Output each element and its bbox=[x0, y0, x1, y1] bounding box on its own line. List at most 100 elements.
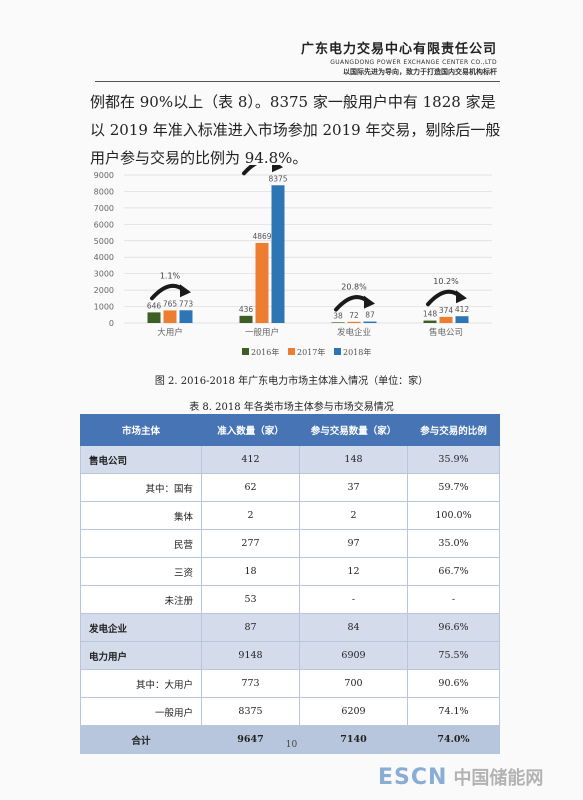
bar bbox=[271, 185, 285, 323]
cell-participating: 6909 bbox=[299, 641, 408, 670]
growth-label: 10.2% bbox=[433, 277, 459, 286]
cell-ratio: 96.6% bbox=[407, 613, 500, 642]
cell-ratio: 74.1% bbox=[407, 697, 500, 726]
legend-label: 2017年 bbox=[297, 347, 325, 357]
bar-value-label: 374 bbox=[439, 306, 454, 315]
table-row: 发电企业 87 84 96.6% bbox=[80, 613, 500, 642]
x-tick-label: 一般用户 bbox=[245, 327, 279, 338]
x-tick-label: 售电公司 bbox=[429, 327, 463, 338]
bar bbox=[255, 242, 269, 323]
cell-entity: 售电公司 bbox=[80, 445, 202, 474]
table-row: 售电公司 412 148 35.9% bbox=[80, 445, 500, 474]
x-tick-label: 发电企业 bbox=[337, 327, 371, 338]
cell-ratio: 100.0% bbox=[407, 501, 500, 530]
y-tick-label: 3000 bbox=[94, 270, 114, 279]
cell-participating: 37 bbox=[299, 473, 408, 502]
table-row: 未注册 53- - bbox=[80, 585, 500, 614]
cell-admitted: 62 bbox=[201, 473, 300, 502]
bar-value-label: 38 bbox=[333, 311, 343, 320]
cell-participating: 97 bbox=[299, 529, 408, 558]
page-number: 10 bbox=[285, 740, 298, 750]
watermark-site: 中国储能网 bbox=[453, 768, 544, 789]
cell-admitted: 773 bbox=[201, 669, 300, 698]
bar bbox=[239, 315, 253, 323]
market-entry-bar-chart: 0 1000 2000 3000 4000 5000 6000 7000 8000 9000 646… bbox=[82, 165, 502, 370]
bar-value-label: 87 bbox=[365, 311, 375, 320]
cell-ratio: 74.0% bbox=[407, 725, 500, 754]
y-tick-label: 9000 bbox=[94, 171, 114, 180]
cell-ratio: 90.6% bbox=[407, 669, 500, 698]
cell-admitted: 277 bbox=[201, 529, 300, 558]
cell-participating: 700 bbox=[299, 669, 408, 698]
growth-arrow bbox=[334, 295, 370, 312]
body-paragraph: 例都在 90%以上（表 8）。8375 家一般用户中有 1828 家是 以 20… bbox=[90, 88, 510, 172]
legend-swatch bbox=[242, 348, 249, 355]
bar-value-label: 412 bbox=[455, 305, 470, 314]
cell-participating: 2 bbox=[299, 501, 408, 530]
table-row: 集体 2 2 100.0% bbox=[80, 501, 500, 530]
cell-entity: 其中：大用户 bbox=[80, 669, 202, 698]
growth-label: 20.8% bbox=[341, 283, 367, 292]
cell-admitted: 9647 bbox=[201, 725, 300, 754]
legend-label: 2016年 bbox=[251, 347, 279, 357]
cell-entity: 一般用户 bbox=[80, 697, 202, 726]
table-row: 电力用户 9148 6909 75.5% bbox=[80, 641, 500, 670]
cell-participating: - bbox=[299, 585, 408, 614]
watermark: ESCN 中国储能网 bbox=[378, 762, 543, 792]
growth-arrow bbox=[242, 165, 278, 176]
cell-ratio: 35.9% bbox=[407, 445, 500, 474]
header-admitted: 准入数量（家） bbox=[201, 414, 300, 446]
growth-arrow-head bbox=[180, 284, 191, 298]
header-divider bbox=[95, 81, 500, 82]
bar bbox=[363, 321, 377, 323]
cell-admitted: 8375 bbox=[201, 697, 300, 726]
bar bbox=[331, 322, 345, 323]
legend-label: 2018年 bbox=[343, 347, 371, 357]
bar bbox=[347, 321, 361, 323]
y-tick-label: 1000 bbox=[94, 303, 114, 312]
y-tick-label: 4000 bbox=[94, 253, 114, 262]
y-tick-label: 0 bbox=[109, 319, 114, 328]
bar-value-label: 8375 bbox=[268, 174, 287, 183]
paragraph-line: 以 2019 年准入标准进入市场参加 2019 年交易，剔除后一般 bbox=[90, 121, 501, 139]
cell-admitted: 2 bbox=[201, 501, 300, 530]
table-row: 合计 9647 7140 74.0% bbox=[80, 725, 500, 754]
legend-swatch bbox=[288, 348, 295, 355]
growth-arrow bbox=[426, 289, 462, 307]
bar bbox=[439, 316, 453, 323]
company-name: 广东电力交易中心有限责任公司 bbox=[300, 42, 497, 57]
cell-entity: 民营 bbox=[80, 529, 202, 558]
company-name-en: GUANGDONG POWER EXCHANGE CENTER CO.,LTD bbox=[330, 59, 497, 66]
growth-arrow-head bbox=[364, 295, 375, 309]
cell-admitted: 87 bbox=[201, 613, 300, 642]
cell-ratio: 75.5% bbox=[407, 641, 500, 670]
cell-admitted: 412 bbox=[201, 445, 300, 474]
bar-value-label: 765 bbox=[163, 299, 178, 308]
cell-admitted: 53 bbox=[201, 585, 300, 614]
cell-entity: 集体 bbox=[80, 501, 202, 530]
cell-participating: 7140 bbox=[299, 725, 408, 754]
bar-value-label: 646 bbox=[147, 301, 162, 310]
cell-ratio: 59.7% bbox=[407, 473, 500, 502]
growth-arrow bbox=[150, 283, 186, 301]
y-tick-label: 7000 bbox=[94, 204, 114, 213]
bar bbox=[455, 316, 469, 323]
y-tick-label: 2000 bbox=[94, 286, 114, 295]
company-slogan: 以国际先进为导向，致力于打造国内交易机构标杆 bbox=[343, 68, 497, 76]
cell-ratio: - bbox=[407, 585, 500, 614]
participation-table: 市场主体 准入数量（家） 参与交易数量（家） 参与交易的比例 售电公司 412 14… bbox=[80, 414, 500, 754]
growth-arrow-head bbox=[272, 165, 283, 173]
cell-admitted: 18 bbox=[201, 557, 300, 586]
header-ratio: 参与交易的比例 bbox=[407, 414, 500, 446]
paragraph-line: 用户参与交易的比例为 94.8%。 bbox=[90, 149, 308, 167]
cell-participating: 84 bbox=[299, 613, 408, 642]
bar bbox=[423, 320, 437, 323]
cell-entity: 未注册 bbox=[80, 585, 202, 614]
legend-swatch bbox=[334, 348, 341, 355]
table-row: 三资 18 12 66.7% bbox=[80, 557, 500, 586]
bar-value-label: 436 bbox=[239, 305, 254, 314]
y-tick-label: 5000 bbox=[94, 237, 114, 246]
paragraph-line: 例都在 90%以上（表 8）。8375 家一般用户中有 1828 家是 bbox=[90, 93, 496, 111]
page-header: 广东电力交易中心有限责任公司 GUANGDONG POWER EXCHANGE … bbox=[137, 38, 497, 77]
cell-participating: 6209 bbox=[299, 697, 408, 726]
